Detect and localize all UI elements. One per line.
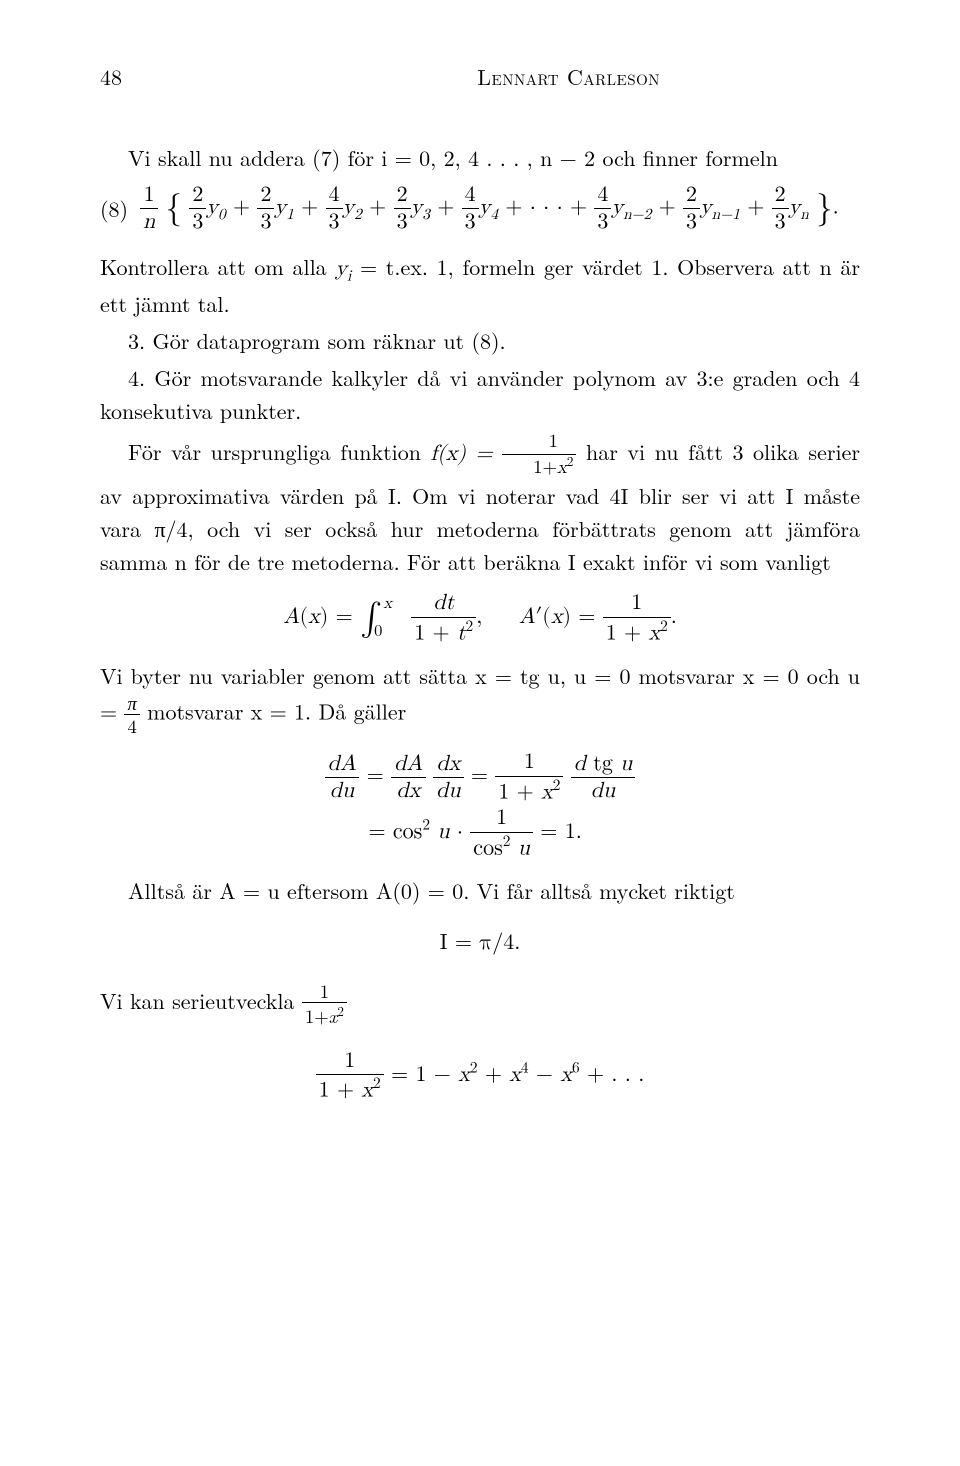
math-one-over: 11+x2 <box>302 980 347 1028</box>
math-fx: f(x) = 11+x2 <box>431 443 577 465</box>
page-header: 48 Lennart Carleson <box>100 60 860 93</box>
math-yi: yi <box>335 258 351 280</box>
paragraph-variabler: Vi byter nu variabler genom att sätta x … <box>100 659 860 738</box>
text: motsvarar x = 1. Då gäller <box>140 695 406 726</box>
page-number: 48 <box>100 60 122 93</box>
text: För vår ursprungliga funktion <box>128 436 431 467</box>
author-name: Lennart Carleson <box>477 60 660 93</box>
equation-body: 1n { 23y0 + 23y1 + 43y2 + 23y3 + 43y4 + … <box>140 182 860 236</box>
text: Kontrollera att om alla <box>100 251 335 282</box>
text: Vi skall nu addera (7) för i = 0, 2, 4 .… <box>128 142 778 173</box>
equation-chain: dAdu = dAdx dxdu = 11 + x2 d tg udu = co… <box>100 749 860 861</box>
equation-I: I = π/4. <box>100 927 860 960</box>
paragraph-kontroll: Kontrollera att om alla yi = t.ex. 1, fo… <box>100 250 860 321</box>
eq-I-text: I = π/4. <box>440 932 521 954</box>
paragraph-alltsa: Alltså är A = u eftersom A(0) = 0. Vi få… <box>100 874 860 907</box>
equation-label: (8) <box>100 192 140 225</box>
equation-series: 11 + x2 = 1 − x2 + x4 − x6 + . . . <box>100 1048 860 1104</box>
paragraph-function: För vår ursprungliga funktion f(x) = 11+… <box>100 431 860 578</box>
paragraph-4: 4. Gör motsvarande kalkyler då vi använd… <box>100 361 860 427</box>
paragraph-serie: Vi kan serieutveckla 11+x2 <box>100 980 860 1028</box>
equation-A: A(x) = ∫0x dt1 + t2, A′(x) = 11 + x2. <box>100 590 860 646</box>
equation-8: (8) 1n { 23y0 + 23y1 + 43y2 + 23y3 + 43y… <box>100 182 860 236</box>
text: Vi kan serieutveckla <box>100 984 302 1015</box>
paragraph-3: 3. Gör dataprogram som räknar ut (8). <box>100 324 860 357</box>
paragraph-intro: Vi skall nu addera (7) för i = 0, 2, 4 .… <box>100 141 860 174</box>
math-pi4: π4 <box>124 692 139 738</box>
